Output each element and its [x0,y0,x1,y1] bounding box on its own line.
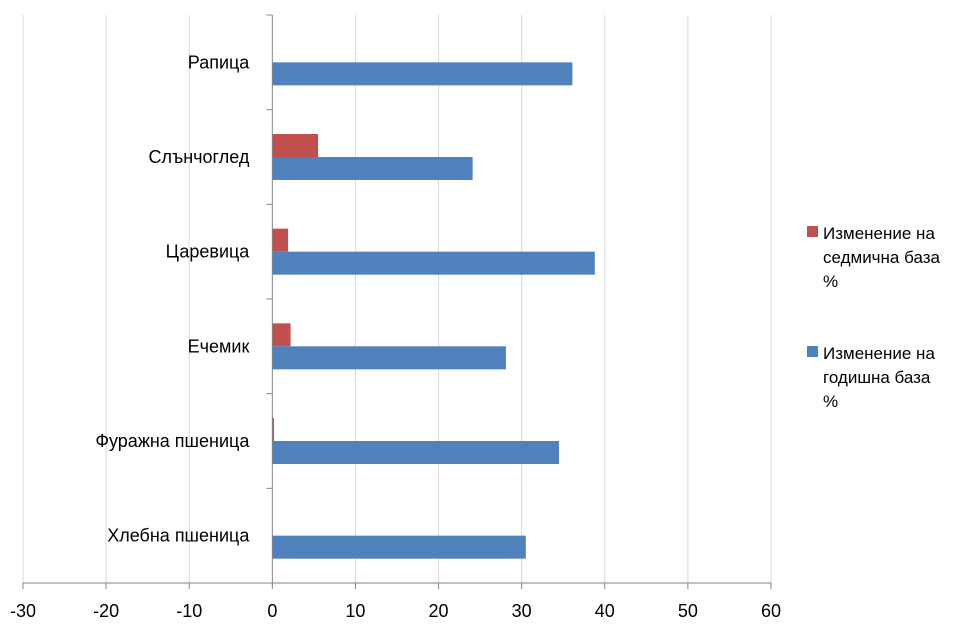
bar-yearly-change [272,62,573,86]
legend-swatch [807,226,818,237]
legend-swatch [807,346,818,357]
legend-label: Изменение на [823,224,935,243]
category-label: Царевица [166,242,251,262]
bar-weekly-change [272,323,291,347]
x-tick-label: 60 [761,601,781,621]
bar-yearly-change [272,535,526,559]
category-label: Ечемик [188,336,250,356]
x-tick-label: -10 [176,601,202,621]
axes [22,14,772,589]
x-tick-label: 50 [678,601,698,621]
x-tick-label: 30 [512,601,532,621]
x-tick-label: 10 [345,601,365,621]
bars [272,62,595,559]
legend-label: % [823,272,838,291]
bar-yearly-change [272,251,595,275]
gridlines [22,15,772,583]
category-label: Фуражна пшеница [95,431,250,451]
x-tick-label: 20 [429,601,449,621]
x-tick-label: 0 [267,601,277,621]
bar-weekly-change [272,418,274,441]
bar-yearly-change [272,346,506,370]
category-labels: Хлебна пшеница Фуражна пшеница Ечемик Царев… [95,52,250,545]
legend: Изменение на седмична база% Изменение на го… [807,224,941,411]
x-tick-label: -20 [93,601,119,621]
category-label: Слънчоглед [148,147,249,167]
legend-label: годишна база [823,368,931,387]
x-tick-label: -30 [10,601,36,621]
x-tick-label: 40 [595,601,615,621]
bar-weekly-change [272,228,289,252]
category-label: Рапица [188,52,251,72]
x-tick-labels: -30 -20 -10 0 10 20 30 40 50 60 [10,601,781,621]
bar-yearly-change [272,441,560,464]
legend-label: % [823,392,838,411]
category-label: Хлебна пшеница [107,526,250,546]
bar-yearly-change [272,157,473,180]
legend-label: Изменение на [823,344,935,363]
bar-weekly-change [272,134,319,157]
legend-label: седмична база [823,248,941,267]
